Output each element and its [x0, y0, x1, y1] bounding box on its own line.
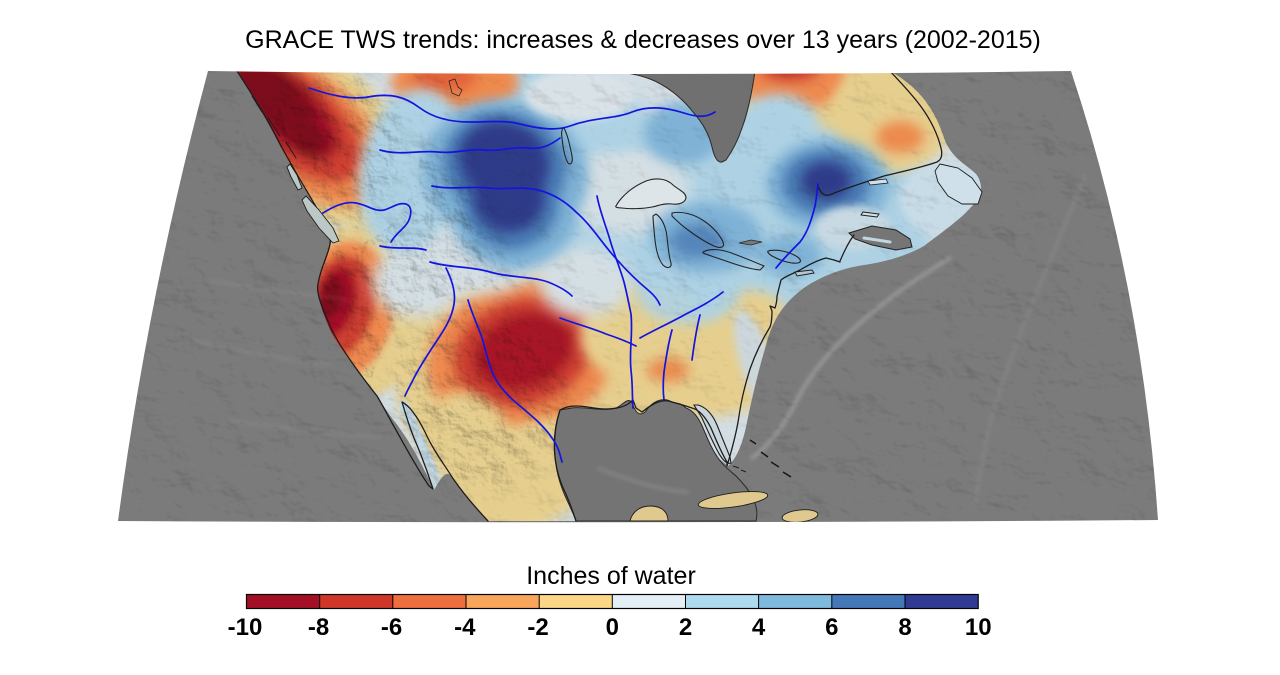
svg-text:GRACE TWS trends: increases &: GRACE TWS trends: increases & decreases …	[245, 26, 1041, 54]
svg-text:2: 2	[679, 614, 692, 641]
svg-text:6: 6	[825, 614, 838, 641]
svg-text:-10: -10	[228, 614, 263, 641]
svg-text:-6: -6	[381, 614, 402, 641]
svg-text:0: 0	[606, 614, 619, 641]
svg-text:-4: -4	[454, 614, 476, 641]
svg-text:-8: -8	[308, 614, 329, 641]
svg-text:-2: -2	[527, 614, 548, 641]
svg-text:10: 10	[965, 614, 992, 641]
svg-text:8: 8	[898, 614, 911, 641]
svg-text:Inches of water: Inches of water	[526, 562, 696, 590]
svg-text:4: 4	[752, 614, 766, 641]
